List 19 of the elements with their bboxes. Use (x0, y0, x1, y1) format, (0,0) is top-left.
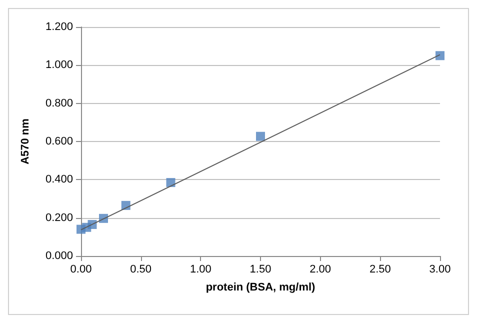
y-tick-label: 0.400 (45, 174, 73, 186)
x-tick-label: 2.50 (369, 264, 391, 276)
x-tick-label: 1.50 (250, 264, 272, 276)
y-tick-label: 0.200 (45, 212, 73, 224)
point (166, 178, 176, 188)
x-tick-label: 3.00 (429, 264, 451, 276)
y-axis-title: A570 nm (20, 118, 32, 164)
x-tick-label: 0.00 (70, 264, 92, 276)
y-tick-label: 0.600 (45, 136, 73, 148)
y-tick-label: 0.800 (45, 97, 73, 110)
x-axis-title: protein (BSA, mg/ml) (206, 282, 316, 294)
x-tick-label: 1.00 (190, 264, 212, 276)
x-tick-label: 0.50 (130, 264, 152, 276)
y-tick-label: 1.200 (45, 21, 73, 33)
x-tick-label: 2.00 (310, 264, 332, 276)
point (256, 132, 265, 141)
y-tick-label: 1.000 (45, 59, 73, 72)
y-tick-label: 0.000 (45, 250, 73, 262)
point (436, 51, 444, 60)
